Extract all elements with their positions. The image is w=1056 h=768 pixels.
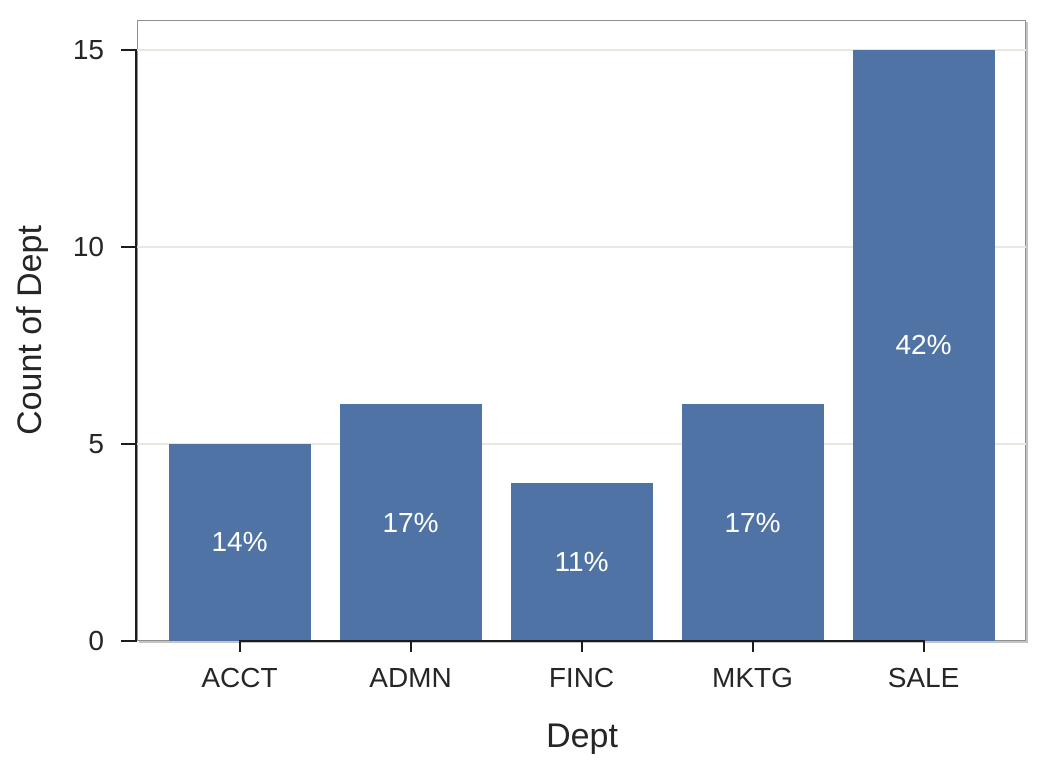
y-tick-mark — [121, 640, 135, 642]
y-axis-spine — [135, 48, 137, 642]
x-tick-mark — [238, 642, 241, 652]
x-axis-title: Dept — [546, 717, 618, 755]
bar-label-mktg: 17% — [724, 506, 781, 538]
bar-sale — [852, 49, 995, 641]
y-tick-mark — [121, 48, 135, 51]
y-tick-label-15: 15 — [72, 33, 104, 65]
gridline-y-15 — [137, 48, 1026, 51]
x-tick-label-mktg: MKTG — [712, 662, 793, 693]
bar-label-acct: 14% — [211, 526, 268, 558]
gridline-y-10 — [137, 245, 1026, 248]
bar-label-sale: 42% — [895, 329, 952, 361]
bar-admn — [339, 404, 482, 641]
x-tick-mark — [751, 642, 754, 652]
y-tick-mark — [121, 245, 135, 248]
y-tick-label-10: 10 — [72, 230, 104, 262]
x-tick-label-sale: SALE — [887, 662, 960, 693]
x-tick-mark — [580, 642, 583, 652]
bar-finc — [510, 483, 653, 641]
x-axis-spine — [238, 640, 925, 642]
y-tick-label-0: 0 — [88, 625, 104, 656]
gridline-y-5 — [137, 442, 1026, 445]
x-tick-label-acct: ACCT — [201, 662, 278, 693]
x-tick-label-admn: ADMN — [369, 662, 452, 693]
bar-label-admn: 17% — [382, 506, 439, 538]
bar-mktg — [681, 404, 824, 641]
x-tick-label-finc: FINC — [548, 662, 615, 693]
bar-acct — [168, 443, 311, 641]
x-tick-mark — [409, 642, 412, 652]
y-tick-mark — [121, 442, 135, 445]
x-tick-mark — [922, 642, 925, 652]
y-tick-label-5: 5 — [88, 427, 104, 459]
bar-label-finc: 11% — [554, 546, 609, 578]
